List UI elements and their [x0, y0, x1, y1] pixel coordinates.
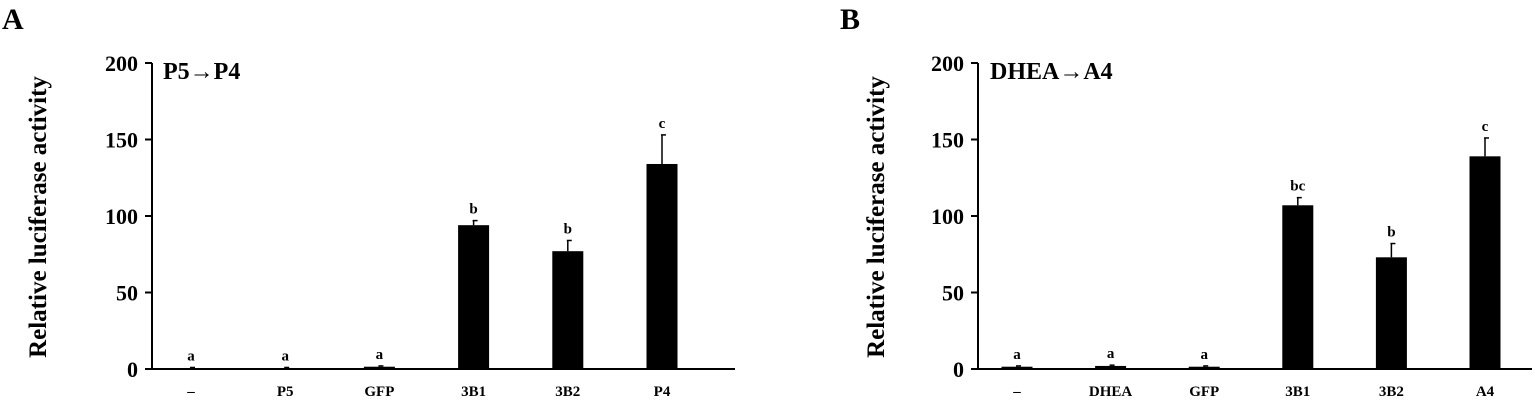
significance-label: b: [564, 221, 572, 237]
y-tick-label: 200: [105, 51, 138, 76]
x-tick-label: 3B2: [1379, 384, 1404, 400]
y-axis-label-a: Relative luciferase activity: [25, 76, 52, 358]
x-tick-label: A4: [1476, 384, 1495, 400]
x-tick-label: 3B1: [1285, 384, 1310, 400]
bar: [363, 366, 395, 369]
y-axis-label-b: Relative luciferase activity: [863, 76, 890, 358]
chart-title-a: P5→P4: [163, 59, 240, 85]
y-tick-label: 50: [942, 281, 964, 306]
panel-a: A P5→P4 Relative luciferase activity 0 50…: [2, 3, 735, 400]
y-tick-label: 150: [931, 128, 964, 153]
bar: [1095, 365, 1127, 369]
bar: [1001, 366, 1033, 369]
x-tick-label: –: [1012, 384, 1021, 400]
x-tick-label: 3B1: [461, 384, 486, 400]
bar: [552, 251, 584, 369]
chart-title-b: DHEA→A4: [990, 59, 1113, 85]
significance-label: a: [376, 347, 384, 363]
significance-label: a: [281, 348, 289, 364]
panel-b: B DHEA→A4 Relative luciferase activity 0…: [840, 3, 1532, 400]
significance-label: c: [659, 116, 666, 132]
y-tick-label: 0: [127, 357, 138, 382]
y-tick-label: 0: [953, 357, 964, 382]
bar-chart-a: 0 50 100 150 200 a – a P5 a GFP b 3B1 b 3B2 c P4: [105, 51, 735, 400]
bar: [646, 163, 678, 369]
y-tick-label: 150: [105, 128, 138, 153]
panel-letter-a: A: [2, 3, 24, 36]
bar: [175, 368, 207, 369]
bar: [1282, 205, 1314, 369]
x-tick-label: GFP: [364, 384, 394, 400]
significance-label: b: [1387, 225, 1395, 241]
x-tick-label: P5: [277, 384, 294, 400]
significance-label: bc: [1290, 179, 1305, 195]
x-tick-label: DHEA: [1089, 384, 1133, 400]
bar: [1375, 257, 1407, 369]
panel-letter-b: B: [840, 3, 860, 36]
significance-label: c: [1482, 119, 1489, 135]
bar-chart-b: 0 50 100 150 200 a – a DHEA a GFP bc 3B1 b 3B2 c A4: [931, 51, 1532, 400]
significance-label: a: [1107, 346, 1115, 362]
significance-label: a: [1013, 347, 1021, 363]
x-tick-label: –: [186, 384, 195, 400]
x-tick-label: P4: [654, 384, 671, 400]
bar: [458, 225, 490, 369]
significance-label: a: [1200, 347, 1208, 363]
significance-label: b: [469, 202, 477, 218]
y-tick-label: 50: [116, 281, 138, 306]
bar: [1469, 156, 1501, 369]
y-tick-label: 200: [931, 51, 964, 76]
y-tick-label: 100: [105, 204, 138, 229]
x-tick-label: 3B2: [555, 384, 580, 400]
bar: [1188, 366, 1220, 369]
significance-label: a: [187, 348, 195, 364]
x-tick-label: GFP: [1189, 384, 1219, 400]
y-tick-label: 100: [931, 204, 964, 229]
bar: [269, 368, 301, 369]
